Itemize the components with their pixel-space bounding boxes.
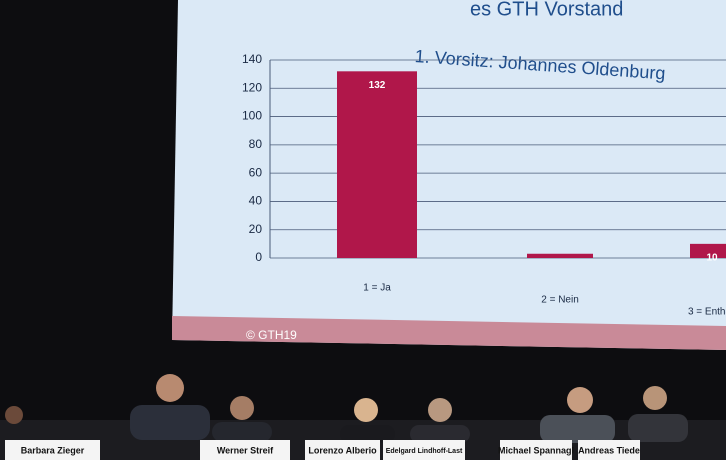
x-tick-label: 1 = Ja <box>363 283 391 294</box>
person <box>567 387 593 413</box>
person <box>212 422 272 442</box>
page: es GTH Vorstand 1. Vorsitz: Johannes Old… <box>0 0 726 460</box>
nameplate-name: Edelgard Lindhoff-Last <box>386 448 463 455</box>
screen-footer: © GTH19 <box>246 328 297 342</box>
person <box>5 406 23 424</box>
y-tick-label: 20 <box>249 222 263 236</box>
nameplate-name: Lorenzo Alberio <box>308 445 377 455</box>
person <box>643 386 667 410</box>
photo: es GTH Vorstand 1. Vorsitz: Johannes Old… <box>0 0 726 460</box>
person <box>230 396 254 420</box>
bar <box>337 71 417 258</box>
y-tick-label: 140 <box>242 52 262 66</box>
y-tick-label: 0 <box>255 250 262 264</box>
x-tick-label: 2 = Nein <box>541 295 579 306</box>
nameplate-name: Werner Streif <box>217 445 274 455</box>
nameplate-name: Barbara Zieger <box>21 445 85 455</box>
y-tick-label: 60 <box>249 165 263 179</box>
y-tick-label: 100 <box>242 109 262 123</box>
data-label: 10 <box>706 252 718 263</box>
screen-header: es GTH Vorstand <box>470 0 623 20</box>
nameplate-name: Andreas Tiede <box>578 445 640 455</box>
nameplate-name: Michael Spannagl <box>498 445 574 455</box>
person <box>156 374 184 402</box>
person <box>130 405 210 440</box>
person <box>540 415 615 443</box>
person <box>428 398 452 422</box>
y-tick-label: 120 <box>242 80 262 94</box>
person <box>628 414 688 442</box>
x-tick-label: 3 = Enthalt <box>688 307 726 318</box>
bar <box>527 254 593 258</box>
y-tick-label: 40 <box>249 194 263 208</box>
data-label: 132 <box>369 80 386 91</box>
y-tick-label: 80 <box>249 137 263 151</box>
person <box>354 398 378 422</box>
